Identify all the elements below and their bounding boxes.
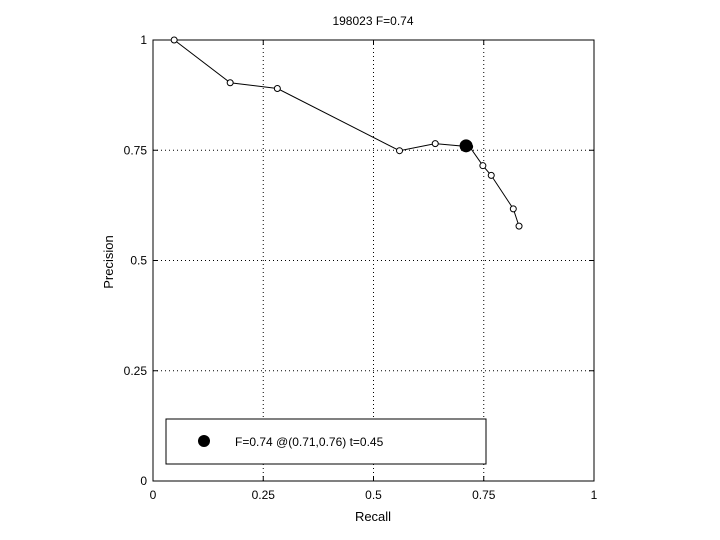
data-point bbox=[170, 36, 178, 44]
y-tick-label: 0.5 bbox=[130, 254, 147, 268]
chart-title: 198023 F=0.74 bbox=[332, 14, 413, 28]
best-point-marker bbox=[459, 139, 473, 153]
series bbox=[170, 36, 523, 230]
series-line bbox=[173, 39, 520, 227]
y-tick-label: 0.25 bbox=[124, 364, 148, 378]
data-point bbox=[515, 222, 523, 230]
y-tick-label: 0.75 bbox=[124, 143, 148, 157]
y-tick-label: 1 bbox=[140, 33, 147, 47]
x-tick-label: 0 bbox=[150, 488, 157, 502]
x-tick-label: 0.75 bbox=[472, 488, 496, 502]
legend-box bbox=[165, 418, 487, 465]
data-point bbox=[487, 171, 495, 179]
data-point bbox=[226, 79, 234, 87]
data-point bbox=[273, 85, 281, 93]
x-axis-title: Recall bbox=[355, 509, 391, 524]
legend: F=0.74 @(0.71,0.76) t=0.45 bbox=[165, 418, 487, 465]
grid bbox=[153, 40, 594, 481]
x-tick-label: 0.25 bbox=[252, 488, 276, 502]
data-point bbox=[479, 162, 487, 170]
y-tick-label: 0 bbox=[140, 474, 147, 488]
y-axis-title: Precision bbox=[101, 235, 116, 288]
ticks bbox=[152, 39, 595, 482]
x-tick-label: 1 bbox=[591, 488, 598, 502]
data-point bbox=[396, 147, 404, 155]
legend-text: F=0.74 @(0.71,0.76) t=0.45 bbox=[235, 435, 384, 449]
legend-marker bbox=[198, 435, 210, 447]
tick-labels: 0 0.25 0.5 0.75 1 0 0.25 0.5 0.75 1 bbox=[124, 33, 598, 502]
data-point bbox=[431, 140, 439, 148]
x-tick-label: 0.5 bbox=[365, 488, 382, 502]
data-point bbox=[509, 205, 517, 213]
